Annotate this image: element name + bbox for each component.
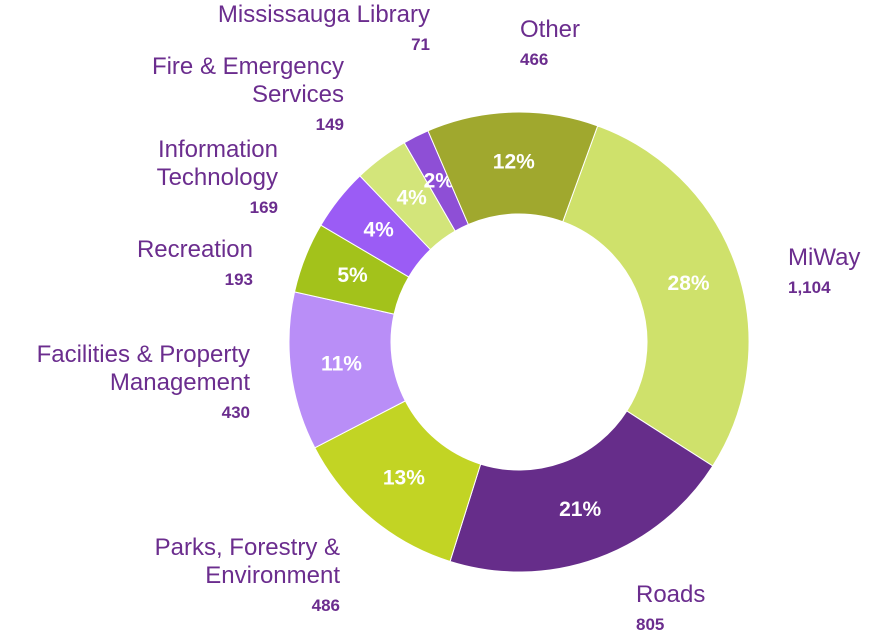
- slice-label: Other 466: [520, 16, 720, 70]
- percent-label: 12%: [493, 151, 535, 174]
- slice-label: Recreation 193: [53, 236, 253, 290]
- count-label: 486: [311, 596, 340, 615]
- slice-label: Information Technology 169: [128, 136, 278, 218]
- percent-label: 4%: [396, 186, 427, 209]
- slice-label: MiWay 1,104: [788, 244, 873, 298]
- count-label: 193: [224, 270, 253, 289]
- category-name: Recreation: [136, 236, 253, 263]
- slice-label: Mississauga Library 71: [170, 1, 430, 55]
- category-name: Facilities & Property Management: [36, 341, 250, 396]
- category-name: Parks, Forestry & Environment: [154, 534, 340, 589]
- donut-slice: [449, 410, 714, 573]
- slice-label: Parks, Forestry & Environment 486: [150, 534, 340, 616]
- percent-label: 4%: [364, 218, 395, 241]
- count-label: 169: [249, 198, 278, 217]
- slice-label: Roads 805: [636, 581, 836, 635]
- donut-slice: [562, 125, 750, 467]
- count-label: 805: [636, 615, 665, 634]
- category-name: Mississauga Library: [217, 1, 430, 28]
- category-name: Other: [520, 16, 581, 43]
- count-label: 71: [411, 35, 430, 54]
- category-name: Fire & Emergency Services: [151, 53, 344, 108]
- slice-label: Facilities & Property Management 430: [0, 341, 250, 423]
- count-label: 1,104: [788, 278, 831, 297]
- category-name: MiWay: [788, 244, 861, 271]
- percent-label: 13%: [383, 467, 425, 490]
- percent-label: 11%: [321, 353, 362, 376]
- slice-label: Fire & Emergency Services 149: [114, 53, 344, 135]
- percent-label: 5%: [337, 264, 368, 287]
- category-name: Information Technology: [156, 136, 278, 191]
- donut-slice: [427, 111, 599, 226]
- count-label: 466: [520, 50, 549, 69]
- percent-label: 28%: [668, 272, 710, 295]
- count-label: 149: [315, 115, 344, 134]
- category-name: Roads: [636, 581, 706, 608]
- count-label: 430: [221, 403, 250, 422]
- percent-label: 21%: [559, 498, 601, 521]
